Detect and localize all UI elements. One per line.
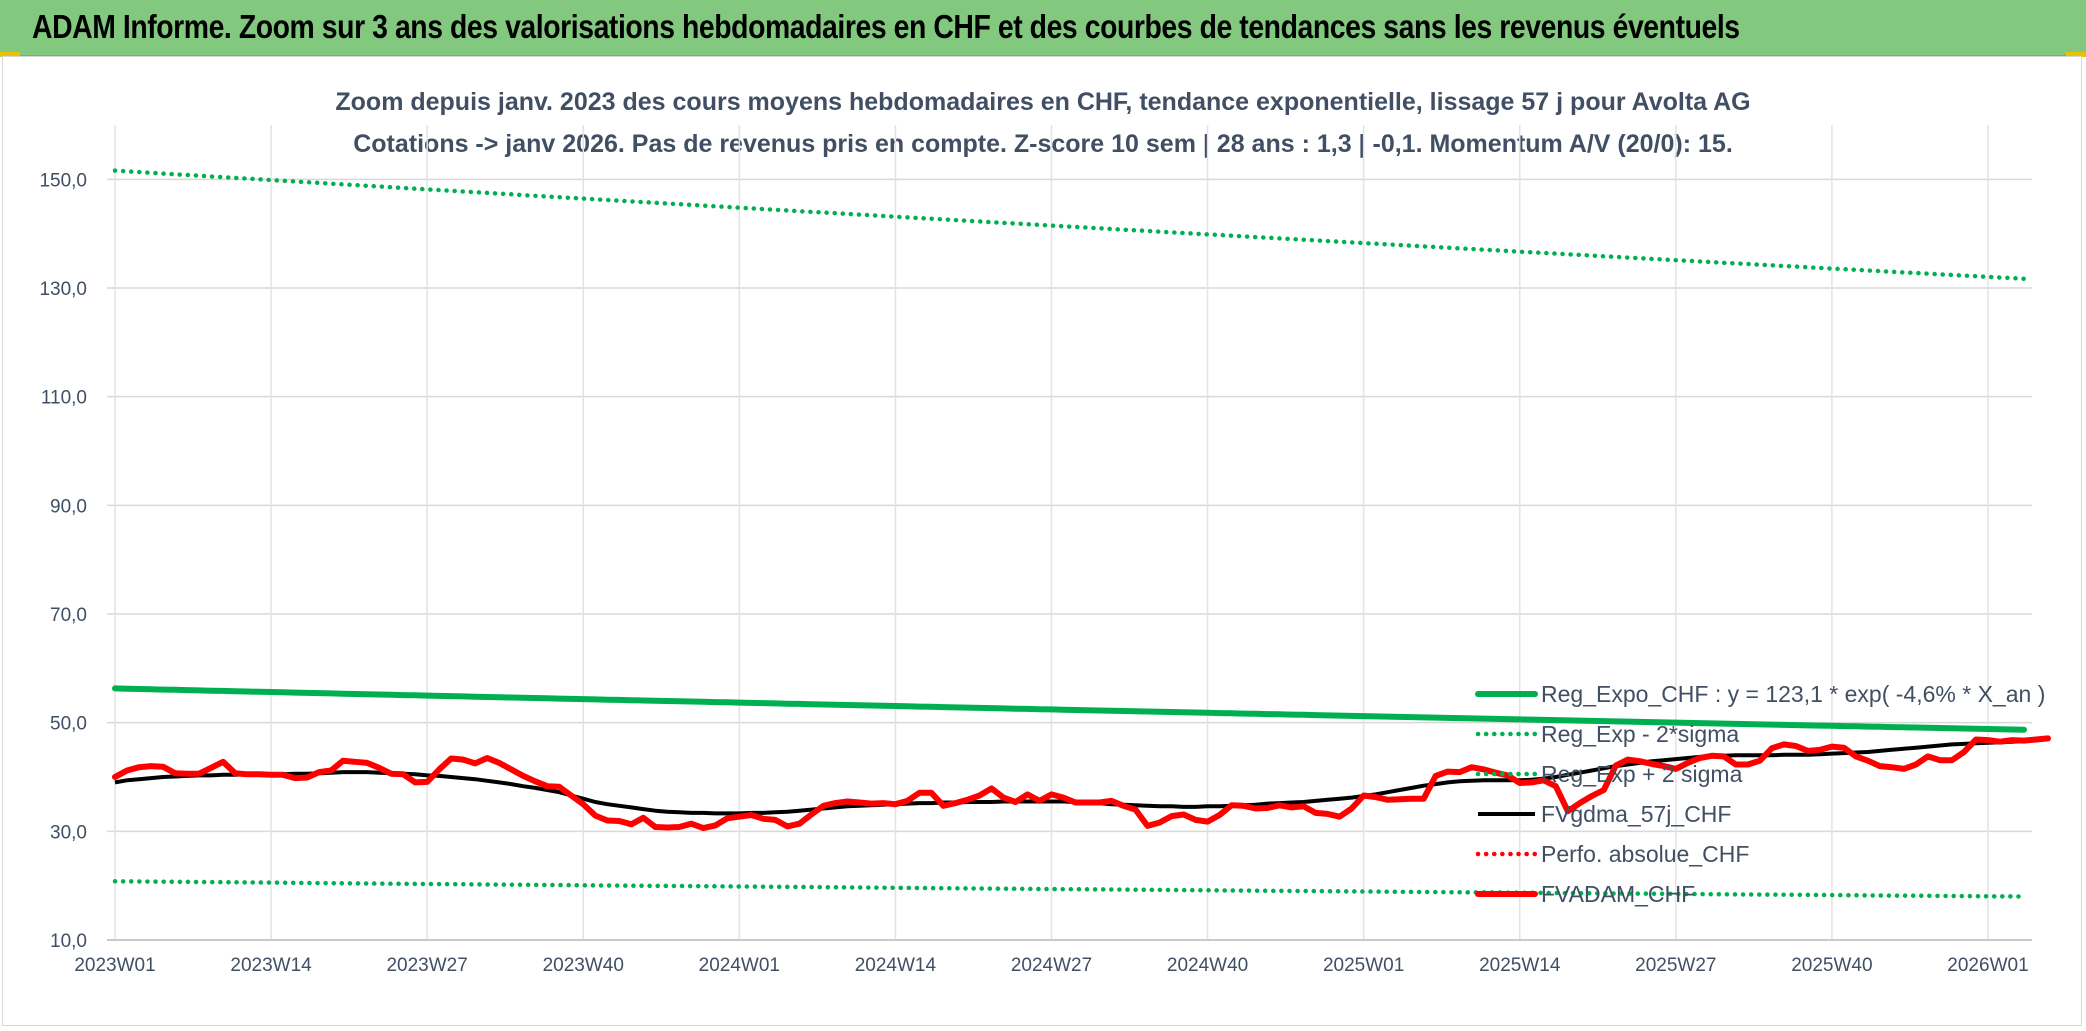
y-tick-label: 50,0 xyxy=(50,714,87,735)
chart-title-line2: Cotations -> janv 2026. Pas de revenus p… xyxy=(353,130,1733,158)
x-tick-label: 2023W01 xyxy=(74,955,155,976)
chart-frame xyxy=(2,56,2082,1026)
frame-corner-right xyxy=(2066,52,2086,57)
y-tick-label: 10,0 xyxy=(50,931,87,952)
plot-area xyxy=(112,168,2051,899)
series-fvadam-line xyxy=(112,735,2051,832)
x-tick-label: 2025W01 xyxy=(1323,955,1404,976)
series-reg-exp-plus-2sigma-line xyxy=(112,168,2027,282)
legend-label: FVgdma_57j_CHF xyxy=(1541,801,1731,827)
x-tick-label: 2023W40 xyxy=(543,955,624,976)
x-axis: 2023W01 2023W14 2023W27 2023W40 2024W01 2024W… xyxy=(74,955,2028,976)
y-tick-label: 110,0 xyxy=(41,388,87,409)
chart-title-line1: Zoom depuis janv. 2023 des cours moyens … xyxy=(335,88,1750,116)
header-bar: ADAM Informe. Zoom sur 3 ans des valoris… xyxy=(0,0,2086,57)
x-tick-label: 2024W14 xyxy=(855,955,937,976)
series-reg-exp-minus-2sigma-line xyxy=(112,879,2027,899)
y-axis: 10,0 30,0 50,0 70,0 90,0 110,0 130,0 150,0 xyxy=(39,170,87,952)
legend: Reg_Expo_CHF : y = 123,1 * exp( -4,6% * … xyxy=(1475,681,2045,907)
legend-label: FVADAM_CHF xyxy=(1541,881,1695,907)
x-tick-label: 2023W14 xyxy=(230,955,312,976)
grid xyxy=(107,125,2032,941)
y-tick-label: 30,0 xyxy=(50,822,87,843)
y-tick-label: 130,0 xyxy=(39,279,87,300)
legend-label: Reg_Exp + 2 sigma xyxy=(1541,761,1743,787)
x-tick-label: 2024W01 xyxy=(699,955,780,976)
x-tick-label: 2025W27 xyxy=(1635,955,1716,976)
y-tick-label: 70,0 xyxy=(50,605,87,626)
legend-label: Reg_Expo_CHF : y = 123,1 * exp( -4,6% * … xyxy=(1541,681,2045,707)
legend-label: Reg_Exp - 2*sigma xyxy=(1541,721,1739,747)
x-tick-label: 2023W27 xyxy=(386,955,467,976)
x-tick-label: 2026W01 xyxy=(1947,955,2028,976)
series-reg-expo-line xyxy=(112,685,2027,733)
y-tick-label: 150,0 xyxy=(39,170,87,191)
x-tick-label: 2025W40 xyxy=(1791,955,1872,976)
y-tick-label: 90,0 xyxy=(50,496,87,517)
x-tick-label: 2024W27 xyxy=(1011,955,1092,976)
legend-label: Perfo. absolue_CHF xyxy=(1541,841,1749,867)
x-tick-label: 2025W14 xyxy=(1479,955,1561,976)
frame-corner-left xyxy=(0,52,20,57)
x-tick-label: 2024W40 xyxy=(1167,955,1248,976)
page-title: ADAM Informe. Zoom sur 3 ans des valoris… xyxy=(32,8,1740,45)
